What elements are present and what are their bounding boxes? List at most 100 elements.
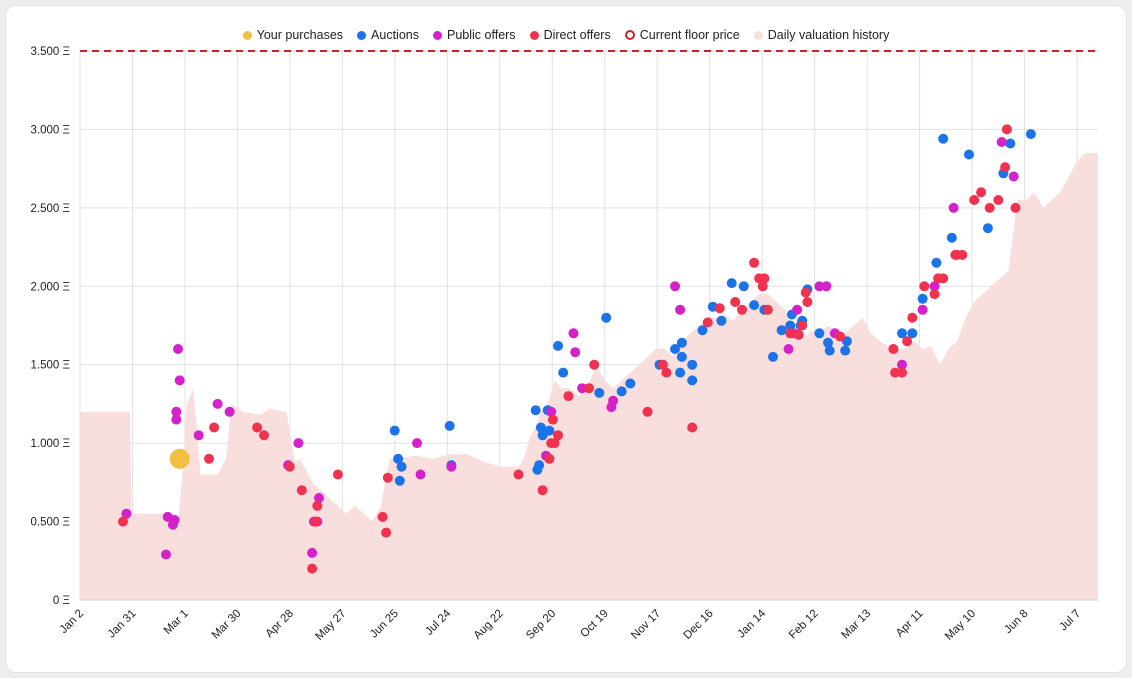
data-point[interactable]	[513, 469, 524, 480]
data-point[interactable]	[568, 328, 579, 339]
data-point[interactable]	[446, 461, 457, 472]
data-point[interactable]	[726, 278, 737, 289]
data-point[interactable]	[917, 304, 928, 315]
data-point[interactable]	[553, 430, 563, 441]
legend-item[interactable]: Your purchases	[242, 28, 343, 42]
legend-item[interactable]: Auctions	[357, 28, 419, 42]
data-point[interactable]	[174, 375, 185, 386]
data-point[interactable]	[204, 453, 214, 464]
data-point[interactable]	[749, 300, 760, 311]
data-point[interactable]	[676, 337, 687, 348]
data-point[interactable]	[570, 347, 581, 358]
data-point[interactable]	[957, 249, 968, 260]
data-point[interactable]	[393, 453, 404, 464]
data-point[interactable]	[907, 312, 918, 323]
data-point[interactable]	[642, 406, 653, 417]
data-point[interactable]	[802, 297, 813, 307]
data-point[interactable]	[902, 336, 913, 347]
data-point[interactable]	[553, 340, 563, 351]
data-point[interactable]	[907, 328, 918, 339]
data-point[interactable]	[212, 398, 223, 409]
data-point[interactable]	[396, 461, 407, 472]
data-point[interactable]	[687, 359, 698, 370]
data-point[interactable]	[738, 281, 749, 292]
data-point[interactable]	[394, 475, 405, 486]
data-point[interactable]	[835, 331, 846, 342]
data-point[interactable]	[792, 304, 803, 315]
data-point[interactable]	[797, 320, 808, 331]
data-point[interactable]	[224, 406, 235, 417]
data-point[interactable]	[284, 461, 295, 472]
data-point[interactable]	[534, 460, 545, 471]
data-point[interactable]	[547, 414, 558, 425]
data-point[interactable]	[897, 367, 907, 378]
data-point[interactable]	[687, 422, 698, 433]
data-point[interactable]	[412, 438, 422, 449]
data-point[interactable]	[948, 202, 959, 213]
data-point[interactable]	[332, 469, 343, 480]
data-point[interactable]	[161, 549, 171, 560]
data-point[interactable]	[697, 325, 708, 336]
data-point[interactable]	[616, 386, 627, 397]
data-point[interactable]	[676, 351, 687, 362]
data-point[interactable]	[537, 485, 548, 496]
data-point[interactable]	[171, 414, 182, 425]
data-point[interactable]	[121, 508, 132, 519]
data-point[interactable]	[589, 359, 600, 370]
data-point[interactable]	[716, 315, 727, 326]
data-point[interactable]	[293, 438, 304, 449]
data-point[interactable]	[785, 320, 796, 331]
data-point[interactable]	[252, 422, 263, 433]
data-point[interactable]	[785, 328, 796, 339]
data-point[interactable]	[381, 527, 392, 538]
data-point[interactable]	[969, 195, 980, 205]
data-point[interactable]	[601, 312, 612, 323]
data-point[interactable]	[888, 344, 899, 354]
data-point[interactable]	[661, 367, 672, 378]
data-point[interactable]	[296, 485, 307, 496]
data-point[interactable]	[1008, 171, 1019, 182]
data-point[interactable]	[821, 281, 832, 292]
data-point[interactable]	[730, 297, 741, 307]
data-point[interactable]	[800, 287, 811, 298]
data-point[interactable]	[759, 273, 770, 284]
data-point[interactable]	[444, 420, 455, 431]
data-point[interactable]	[814, 328, 825, 339]
data-point[interactable]	[783, 344, 794, 354]
data-point[interactable]	[1000, 162, 1011, 173]
data-point[interactable]	[938, 133, 949, 144]
data-point[interactable]	[675, 304, 686, 315]
data-point[interactable]	[1001, 124, 1012, 135]
data-point[interactable]	[1005, 138, 1016, 149]
legend-item[interactable]: Daily valuation history	[753, 28, 889, 42]
data-point[interactable]	[310, 516, 321, 527]
data-point[interactable]	[996, 137, 1007, 147]
data-point[interactable]	[169, 515, 180, 525]
data-point[interactable]	[757, 281, 768, 292]
data-point[interactable]	[687, 375, 698, 386]
data-point[interactable]	[608, 395, 619, 406]
data-point[interactable]	[890, 367, 901, 378]
data-point[interactable]	[657, 359, 668, 370]
data-point[interactable]	[824, 345, 835, 356]
data-point[interactable]	[193, 430, 204, 441]
data-point[interactable]	[312, 500, 323, 511]
data-point[interactable]	[314, 493, 324, 503]
data-point[interactable]	[594, 387, 605, 398]
data-point[interactable]	[118, 516, 128, 527]
data-point[interactable]	[209, 422, 220, 433]
data-point[interactable]	[776, 325, 787, 336]
data-point[interactable]	[938, 273, 949, 284]
data-point[interactable]	[976, 187, 987, 198]
data-point[interactable]	[670, 281, 680, 292]
legend-item[interactable]: Current floor price	[624, 28, 740, 42]
data-point[interactable]	[173, 344, 183, 354]
data-point[interactable]	[768, 351, 778, 362]
data-point[interactable]	[307, 563, 318, 574]
data-point[interactable]	[546, 406, 557, 417]
data-point[interactable]	[544, 453, 555, 464]
data-point[interactable]	[307, 547, 318, 558]
data-point[interactable]	[625, 378, 636, 389]
data-point[interactable]	[964, 149, 974, 160]
data-point[interactable]	[544, 425, 555, 436]
